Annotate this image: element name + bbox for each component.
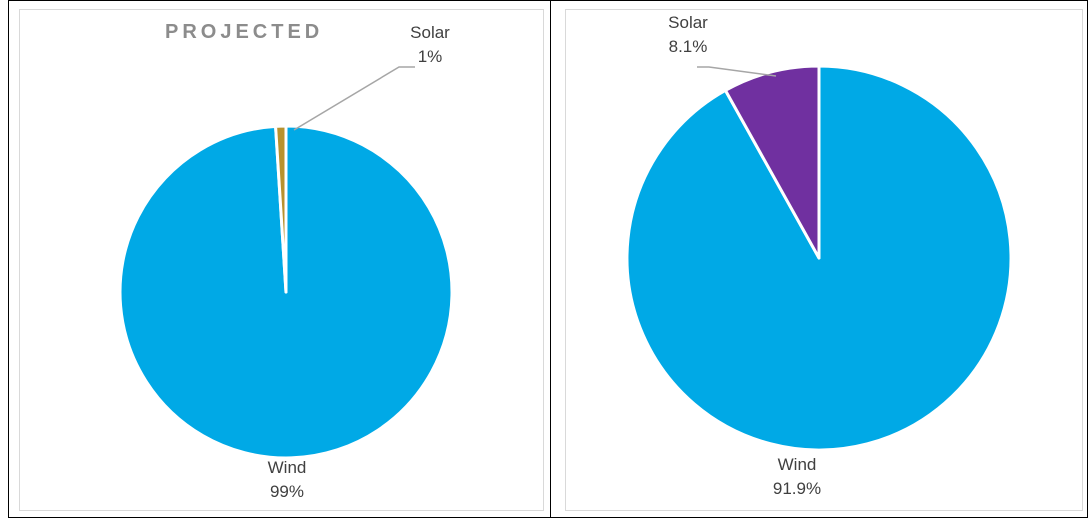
current-solar-label: Solar 8.1% xyxy=(668,11,708,59)
projected-wind-name: Wind xyxy=(267,458,307,477)
current-solar-name: Solar xyxy=(668,13,708,32)
projected-chart-title: PROJECTED xyxy=(165,21,324,43)
projected-wind-value: 99% xyxy=(269,482,305,501)
projected-solar-leader-line xyxy=(293,66,415,131)
current-wind-value: 91.9% xyxy=(772,479,822,498)
table-frame xyxy=(8,0,1088,518)
current-solar-leader-line xyxy=(697,66,777,77)
table-divider xyxy=(550,0,551,518)
projected-pie-chart: PROJECTED Solar 1% Wind 99% xyxy=(19,9,544,511)
current-slice-solar xyxy=(723,64,821,260)
current-wind-name: Wind xyxy=(777,455,817,474)
projected-wind-label: Wind 99% xyxy=(268,456,307,504)
current-pie-chart: Solar 8.1% Wind 91.9% xyxy=(565,9,1083,511)
projected-solar-name: Solar xyxy=(410,23,450,42)
projected-solar-value: 1% xyxy=(417,47,443,66)
projected-pie-svg xyxy=(118,66,454,460)
current-wind-label: Wind 91.9% xyxy=(773,453,821,501)
projected-solar-label: Solar 1% xyxy=(410,21,450,69)
current-solar-value: 8.1% xyxy=(668,37,708,56)
projected-slice-solar xyxy=(274,124,288,294)
current-pie-svg xyxy=(625,64,1013,452)
